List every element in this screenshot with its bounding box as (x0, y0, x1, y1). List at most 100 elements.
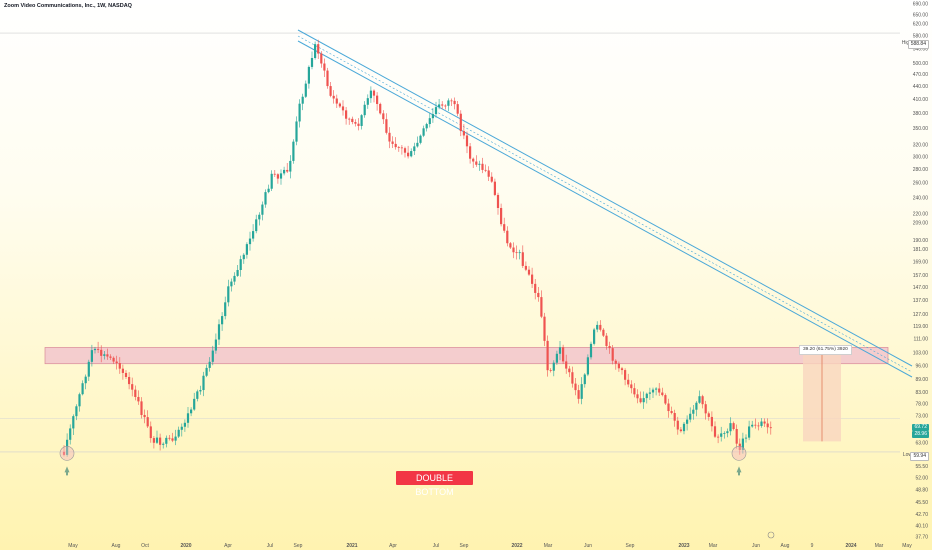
candle-body (286, 169, 289, 172)
candle-body (276, 174, 279, 179)
candle-body (580, 384, 583, 399)
y-tick-label: 540.00 (913, 47, 929, 53)
candle-body (633, 388, 636, 395)
candle-body (307, 66, 310, 84)
candle-body (428, 118, 431, 125)
candle-body (310, 58, 314, 67)
candle-body (642, 398, 645, 403)
candle-body (283, 169, 286, 174)
channel-lower-line (297, 40, 913, 378)
candle-body (221, 316, 224, 325)
candle-body (146, 417, 149, 427)
candle-body (224, 302, 227, 317)
candle-body (345, 110, 348, 119)
candle-body (214, 339, 217, 351)
candle-body (636, 394, 639, 399)
candle-body (357, 123, 360, 126)
candle-body (155, 437, 159, 443)
y-tick-label: 300.00 (913, 154, 929, 160)
bottom-circle (59, 446, 75, 461)
candle-body (481, 163, 484, 170)
candle-body (258, 214, 261, 220)
candle-body (630, 384, 633, 389)
y-tick-label: 209.00 (913, 221, 929, 227)
candle-body (84, 376, 87, 384)
candle-body (252, 231, 255, 239)
candle-body (475, 161, 478, 165)
y-tick-label: 157.00 (913, 273, 929, 279)
candle-body (450, 100, 453, 102)
candle-body (372, 90, 376, 96)
x-tick-label: May (68, 543, 78, 549)
x-tick-label: 2023 (678, 543, 689, 549)
candle-body (394, 143, 397, 148)
y-tick-label: 650.00 (913, 13, 929, 19)
candle-body (211, 350, 214, 362)
y-tick-label: 55.50 (915, 464, 928, 470)
candle-body (717, 436, 720, 438)
candle-body (624, 370, 627, 380)
candle-body (589, 343, 593, 358)
x-tick-label: Sep (626, 543, 635, 549)
candle-body (704, 404, 707, 414)
candle-body (289, 160, 292, 172)
candle-body (537, 292, 540, 298)
y-tick-label: 96.00 (915, 363, 928, 369)
last-price-countdown-badge: 28.96 (912, 430, 929, 438)
candle-body (766, 423, 769, 428)
candle-body (620, 368, 624, 371)
candle-body (295, 121, 298, 142)
candle-body (248, 238, 252, 245)
candle-body (128, 376, 131, 385)
candle-body (72, 416, 75, 429)
candle-body (196, 391, 199, 399)
candle-body (397, 147, 400, 148)
candle-body (407, 152, 410, 157)
candle-body (531, 274, 534, 284)
candle-body (490, 176, 493, 182)
candle-body (366, 98, 369, 105)
candle-body (190, 409, 193, 414)
candle-body (62, 451, 66, 455)
candle-body (441, 104, 444, 106)
y-tick-label: 320.00 (913, 143, 929, 149)
candle-body (686, 419, 689, 424)
candle-body (320, 53, 323, 64)
candle-body (124, 372, 128, 377)
candle-body (515, 252, 518, 254)
candle-body (233, 275, 236, 282)
candle-body (645, 393, 648, 399)
candle-body (434, 107, 438, 115)
arrow-up-icon (736, 466, 742, 476)
candle-body (682, 423, 686, 432)
candle-body (360, 115, 363, 126)
high-marker-value: 588.84 (907, 39, 929, 49)
x-tick-label: Mar (875, 543, 884, 549)
candle-body (183, 422, 186, 427)
candle-body (720, 433, 723, 437)
candle-body (177, 429, 180, 437)
double-bottom-label[interactable]: DOUBLE BOTTOM (396, 471, 473, 497)
candle-body (90, 350, 93, 362)
candle-body (165, 437, 168, 444)
candle-body (326, 70, 329, 87)
candle-body (425, 124, 428, 129)
candle-body (106, 354, 109, 357)
candle-body (413, 146, 416, 152)
candle-body (651, 389, 655, 393)
candle-body (493, 181, 496, 195)
candle-body (701, 396, 704, 405)
candle-body (453, 100, 456, 105)
candle-body (149, 426, 152, 439)
y-tick-label: 52.00 (915, 476, 928, 482)
candle-body (577, 390, 580, 399)
candle-body (713, 426, 717, 437)
candle-body (664, 395, 667, 404)
candle-body (707, 413, 710, 417)
candle-body (323, 63, 326, 71)
x-tick-label: Jun (752, 543, 760, 549)
candle-body (611, 348, 614, 361)
chart-title: Zoom Video Communications, Inc., 1W, NAS… (4, 3, 132, 9)
candle-body (382, 113, 385, 120)
